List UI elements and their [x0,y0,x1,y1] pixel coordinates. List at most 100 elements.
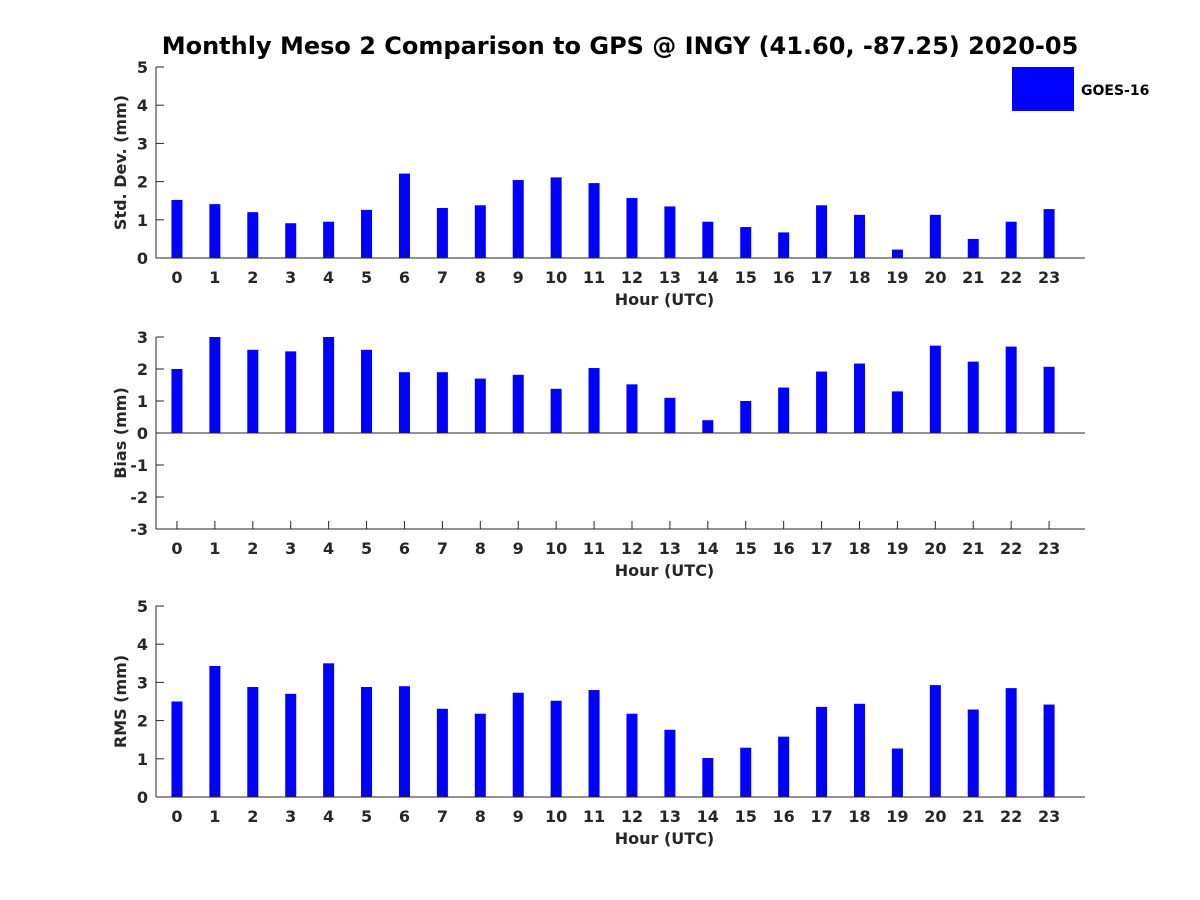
bar-hour-13 [664,729,676,797]
bar-hour-12 [626,198,638,258]
y-tick-label: 2 [137,712,148,731]
x-tick-label: 18 [848,268,870,287]
bar-hour-20 [929,345,941,433]
bar-hour-6 [398,173,410,258]
x-tick-label: 3 [285,807,296,826]
y-tick-label: 1 [137,392,148,411]
x-tick-label: 15 [735,539,757,558]
bar-hour-18 [853,214,865,258]
bar-hour-0 [171,199,183,258]
x-tick-label: 20 [924,807,946,826]
x-tick-label: 1 [209,268,220,287]
x-tick-label: 4 [323,268,334,287]
x-tick-label: 15 [735,807,757,826]
bar-hour-9 [512,692,524,797]
x-tick-label: 22 [1000,539,1022,558]
bar-hour-4 [323,221,335,258]
bar-hour-23 [1043,209,1055,258]
legend-swatch-goes16 [1012,67,1074,111]
x-tick-label: 4 [323,807,334,826]
y-tick-label: 1 [137,211,148,230]
x-tick-label: 14 [697,268,719,287]
bar-hour-23 [1043,366,1055,433]
x-tick-label: 23 [1038,539,1060,558]
bar-hour-13 [664,206,676,258]
bar-hour-7 [436,372,448,433]
bar-hour-22 [1005,688,1017,797]
x-tick-label: 2 [247,268,258,287]
x-tick-label: 17 [810,268,832,287]
x-tick-label: 10 [545,268,567,287]
x-tick-label: 13 [659,268,681,287]
x-tick-label: 1 [209,539,220,558]
bar-hour-19 [891,391,903,433]
x-tick-label: 20 [924,539,946,558]
y-tick-label: 4 [137,635,148,654]
bar-hour-8 [474,205,486,258]
bar-hour-7 [436,708,448,797]
y-tick-label: 5 [137,58,148,77]
bar-hour-12 [626,713,638,797]
bar-hour-21 [967,238,979,258]
x-tick-label: 4 [323,539,334,558]
bar-hour-20 [929,214,941,258]
x-tick-label: 10 [545,807,567,826]
x-tick-label: 6 [399,268,410,287]
x-tick-label: 8 [475,268,486,287]
x-tick-label: 22 [1000,807,1022,826]
bar-hour-15 [740,401,752,433]
x-tick-label: 21 [962,268,984,287]
x-tick-label: 7 [437,539,448,558]
x-tick-label: 10 [545,539,567,558]
bar-hour-14 [702,420,714,433]
x-tick-label: 0 [171,807,182,826]
y-axis-label: Bias (mm) [111,387,130,479]
x-tick-label: 11 [583,539,605,558]
bar-hour-11 [588,183,600,258]
bar-hour-11 [588,690,600,797]
x-tick-label: 22 [1000,268,1022,287]
y-tick-label: 3 [137,134,148,153]
y-tick-label: 1 [137,750,148,769]
y-tick-label: 0 [137,249,148,268]
bar-hour-9 [512,180,524,258]
bar-hour-22 [1005,221,1017,258]
x-tick-label: 11 [583,268,605,287]
x-tick-label: 23 [1038,268,1060,287]
bar-hour-16 [778,736,790,797]
bar-hour-10 [550,177,562,258]
y-tick-label: 5 [137,597,148,616]
bar-hour-12 [626,384,638,433]
bar-hour-3 [285,693,297,797]
x-tick-label: 5 [361,539,372,558]
bar-hour-2 [247,212,259,258]
x-tick-label: 6 [399,807,410,826]
bar-hour-14 [702,758,714,797]
x-tick-label: 13 [659,807,681,826]
x-tick-label: 2 [247,807,258,826]
x-axis-label: Hour (UTC) [615,829,715,848]
bar-hour-18 [853,363,865,433]
bar-hour-3 [285,351,297,433]
y-tick-label: -1 [130,456,148,475]
bar-hour-21 [967,709,979,797]
bar-hour-0 [171,701,183,797]
x-tick-label: 21 [962,807,984,826]
x-tick-label: 5 [361,807,372,826]
x-tick-label: 7 [437,807,448,826]
y-tick-label: -2 [130,488,148,507]
bar-hour-21 [967,361,979,433]
bar-hour-8 [474,713,486,797]
bar-hour-1 [209,204,221,258]
y-tick-label: 0 [137,788,148,807]
y-tick-label: 4 [137,96,148,115]
bar-hour-1 [209,665,221,797]
x-tick-label: 16 [773,268,795,287]
y-axis-label: RMS (mm) [111,655,130,748]
bar-hour-6 [398,686,410,797]
bar-hour-2 [247,349,259,433]
